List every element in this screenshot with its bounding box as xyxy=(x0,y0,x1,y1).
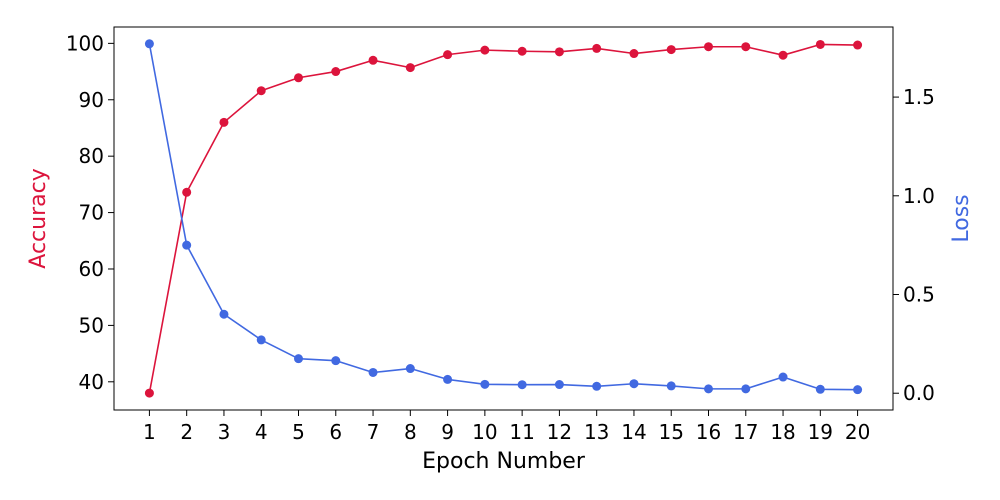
accuracy-point xyxy=(443,50,453,60)
right-axis: 0.0 0.5 1.0 1.5 xyxy=(893,85,935,405)
loss-point xyxy=(368,367,378,377)
left-tick-label: 90 xyxy=(79,88,104,112)
right-tick-label: 0.5 xyxy=(903,283,935,307)
accuracy-point xyxy=(629,49,639,59)
x-tick-label: 3 xyxy=(218,420,231,444)
x-tick-label: 19 xyxy=(808,420,833,444)
accuracy-point xyxy=(256,86,266,96)
loss-point xyxy=(219,309,229,319)
x-tick-label: 11 xyxy=(509,420,534,444)
left-tick-label: 100 xyxy=(66,31,104,55)
accuracy-point xyxy=(778,50,788,60)
x-tick-label: 13 xyxy=(584,420,609,444)
x-tick-label: 9 xyxy=(441,420,454,444)
x-tick-label: 18 xyxy=(770,420,795,444)
accuracy-point xyxy=(517,46,527,56)
loss-point xyxy=(331,356,341,366)
x-axis: 1 2 3 4 5 6 7 8 9 10 11 12 13 14 15 16 17 18 19 20 xyxy=(143,410,870,444)
accuracy-point xyxy=(480,45,490,55)
left-tick-label: 40 xyxy=(79,370,104,394)
x-tick-label: 4 xyxy=(255,420,268,444)
accuracy-point xyxy=(815,39,825,49)
accuracy-point xyxy=(405,63,415,73)
x-tick-label: 7 xyxy=(367,420,380,444)
accuracy-point xyxy=(741,42,751,52)
accuracy-point xyxy=(219,117,229,127)
accuracy-point xyxy=(666,45,676,55)
loss-series-line xyxy=(148,43,858,391)
right-axis-title: Loss xyxy=(949,194,974,242)
right-tick-label: 1.0 xyxy=(903,184,935,208)
series-layer xyxy=(144,39,863,398)
x-tick-label: 5 xyxy=(292,420,305,444)
accuracy-point xyxy=(368,55,378,65)
loss-point xyxy=(629,379,639,389)
accuracy-point xyxy=(144,388,154,398)
loss-point xyxy=(294,354,303,364)
x-tick-label: 20 xyxy=(845,420,870,444)
loss-point xyxy=(443,374,453,384)
x-tick-label: 2 xyxy=(180,420,193,444)
loss-point xyxy=(815,384,825,394)
plot-frame xyxy=(113,26,894,411)
accuracy-point xyxy=(592,43,602,53)
x-tick-label: 16 xyxy=(696,420,721,444)
left-tick-label: 70 xyxy=(79,201,104,225)
right-tick-label: 0.0 xyxy=(903,381,935,405)
loss-point xyxy=(853,385,863,395)
left-axis-title: Accuracy xyxy=(26,168,51,268)
loss-point xyxy=(704,384,713,394)
right-tick-label: 1.5 xyxy=(903,85,935,109)
x-tick-label: 14 xyxy=(621,420,646,444)
x-tick-label: 8 xyxy=(404,420,417,444)
x-tick-label: 15 xyxy=(659,420,684,444)
x-axis-title: Epoch Number xyxy=(422,449,586,474)
x-tick-label: 12 xyxy=(547,420,572,444)
accuracy-point xyxy=(853,40,863,50)
loss-point xyxy=(592,381,602,391)
left-tick-label: 80 xyxy=(79,144,104,168)
accuracy-point xyxy=(294,73,303,83)
x-tick-label: 1 xyxy=(143,420,156,444)
loss-point xyxy=(666,381,676,391)
x-tick-label: 6 xyxy=(329,420,342,444)
x-tick-label: 10 xyxy=(472,420,497,444)
accuracy-point xyxy=(331,67,341,77)
loss-point xyxy=(778,372,788,382)
loss-point xyxy=(480,379,490,389)
loss-point xyxy=(405,364,415,374)
loss-point xyxy=(554,380,564,390)
left-tick-label: 60 xyxy=(79,257,104,281)
loss-point xyxy=(517,380,527,390)
left-axis: 40 50 60 70 80 90 100 xyxy=(66,31,114,394)
accuracy-point xyxy=(182,187,192,197)
x-tick-label: 17 xyxy=(733,420,758,444)
loss-point xyxy=(741,384,751,394)
loss-point xyxy=(256,335,266,345)
accuracy-point xyxy=(554,47,564,57)
loss-point xyxy=(182,240,192,250)
left-tick-label: 50 xyxy=(79,313,104,337)
accuracy-series-line xyxy=(148,43,858,394)
loss-point xyxy=(144,39,154,49)
accuracy-point xyxy=(704,42,713,52)
